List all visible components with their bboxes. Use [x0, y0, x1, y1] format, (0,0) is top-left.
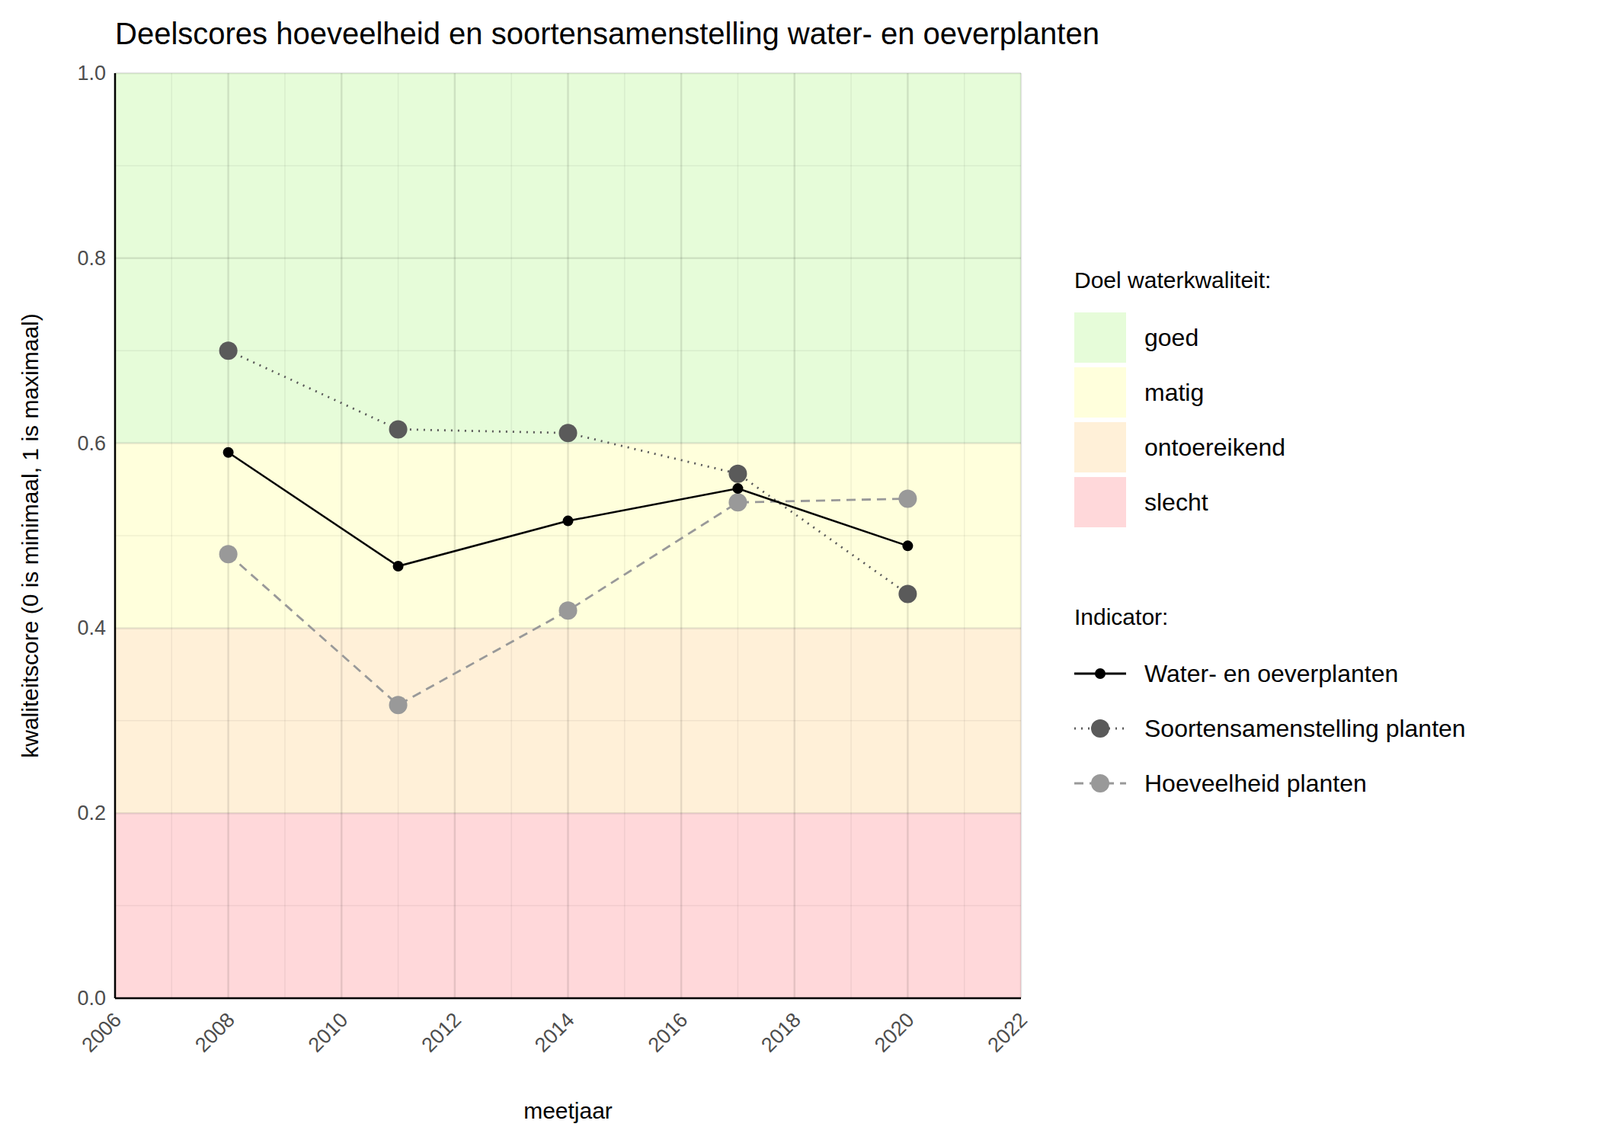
- legend-swatch: [1074, 367, 1127, 418]
- legend-swatch: [1074, 312, 1127, 363]
- series-marker: [563, 515, 574, 527]
- y-tick-label: 0.6: [76, 432, 106, 455]
- legend-label: matig: [1144, 378, 1204, 407]
- x-tick-label: 2014: [530, 1008, 580, 1057]
- x-tick-label: 2016: [643, 1008, 693, 1057]
- grid-line: [793, 73, 797, 999]
- legend-label: goed: [1144, 323, 1199, 352]
- x-tick-label: 2018: [756, 1008, 806, 1057]
- x-tick-label: 2022: [983, 1008, 1033, 1057]
- grid-line: [340, 73, 343, 999]
- y-tick-label: 0.2: [76, 801, 106, 825]
- grid-line: [454, 73, 457, 999]
- y-tick-label: 0.8: [76, 246, 106, 270]
- series-marker: [728, 464, 747, 484]
- legend-label: Soortensamenstelling planten: [1144, 714, 1466, 743]
- minor-grid-line: [963, 73, 966, 999]
- series-marker: [223, 447, 234, 458]
- legend-marker: [1091, 719, 1110, 738]
- minor-grid-line: [397, 73, 400, 999]
- series-marker: [559, 423, 578, 442]
- y-tick-label: 0.0: [76, 986, 106, 1010]
- minor-grid-line: [284, 73, 286, 999]
- grid-line: [227, 73, 230, 999]
- grid-line: [115, 997, 1021, 1000]
- legend-marker: [1094, 668, 1106, 679]
- series-marker: [728, 492, 747, 512]
- y-tick-label: 0.4: [76, 616, 106, 640]
- series-group: [219, 341, 918, 714]
- legend-label: Water- en oeverplanten: [1144, 659, 1399, 688]
- bands: [115, 73, 1021, 999]
- series-marker: [898, 584, 917, 603]
- chart: 0.0 0.2 0.4 0.6 0.8 1.0 2006 2008 2010 2012 2014 20…: [0, 0, 1600, 1143]
- legend-title: Doel waterkwaliteit:: [1074, 267, 1271, 293]
- x-tick-label: 2020: [870, 1008, 919, 1057]
- x-axis-line: [115, 997, 1021, 1000]
- legend-marker: [1091, 774, 1110, 793]
- legend-swatch: [1074, 476, 1127, 528]
- series-marker: [898, 489, 917, 508]
- x-tick-label: 2012: [416, 1008, 466, 1057]
- grid: [115, 73, 1021, 999]
- legend-label: slecht: [1144, 488, 1209, 516]
- y-tick-label: 1.0: [76, 61, 106, 85]
- y-axis-title: kwaliteitscore (0 is minimaal, 1 is maxi…: [17, 313, 43, 758]
- grid-line: [680, 73, 683, 999]
- series-marker: [389, 419, 408, 439]
- grid-line: [1020, 73, 1023, 999]
- title: Deelscores hoeveelheid en soortensamenst…: [115, 16, 1100, 51]
- legend-title: Indicator:: [1074, 604, 1168, 630]
- minor-grid-line: [737, 73, 740, 999]
- minor-grid-line: [624, 73, 626, 999]
- legend-label: Hoeveelheid planten: [1144, 769, 1367, 797]
- legend-label: ontoereikend: [1144, 433, 1286, 461]
- minor-grid-line: [850, 73, 852, 999]
- series-marker: [732, 483, 743, 494]
- series-line: [228, 498, 909, 705]
- x-tick-label: 2006: [77, 1008, 127, 1057]
- series-marker: [219, 544, 238, 564]
- x-tick-label: 2010: [304, 1008, 353, 1057]
- x-axis-title: meetjaar: [523, 1097, 613, 1124]
- series-marker: [559, 601, 578, 620]
- series-line: [228, 452, 909, 567]
- grid-line: [566, 73, 570, 999]
- x-tick-label: 2008: [190, 1008, 240, 1057]
- series-line: [228, 350, 909, 594]
- grid-line: [906, 73, 909, 999]
- legend-swatch: [1074, 422, 1127, 473]
- minor-grid-line: [171, 73, 173, 999]
- series-marker: [393, 560, 404, 572]
- series-marker: [902, 540, 913, 551]
- y-axis-line: [114, 73, 117, 999]
- grid-line: [114, 73, 117, 999]
- series-marker: [219, 341, 238, 360]
- series-marker: [389, 695, 408, 714]
